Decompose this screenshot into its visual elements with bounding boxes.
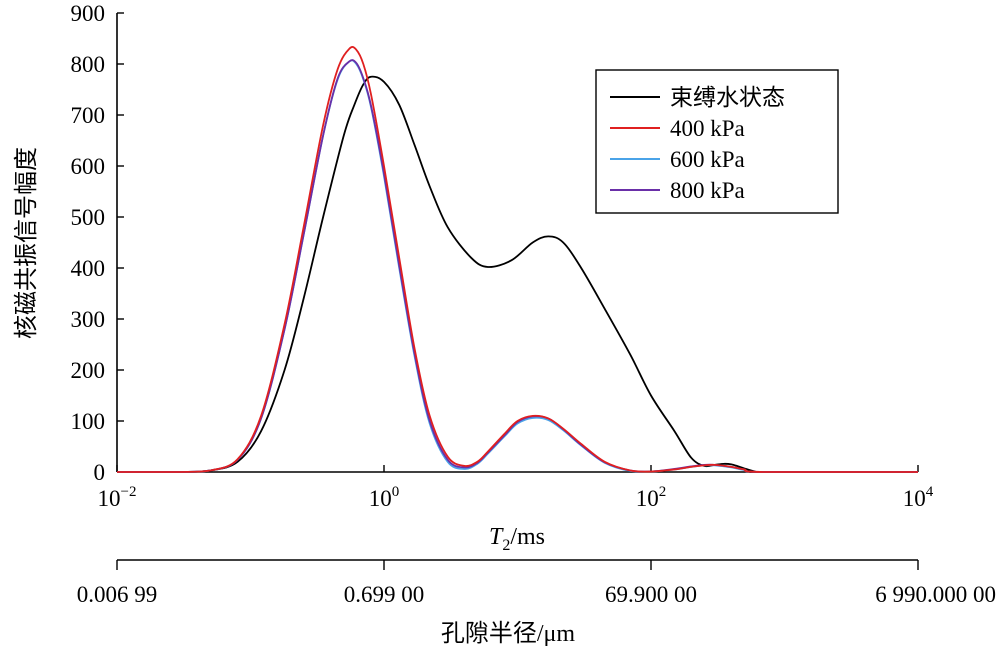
x-tick-base: 10	[369, 486, 392, 511]
y-tick-label: 400	[71, 256, 106, 281]
y-tick-label: 300	[71, 307, 106, 332]
x-tick-label: 10−2	[98, 484, 137, 511]
y-tick-label: 800	[71, 52, 106, 77]
series-line-0	[117, 75, 918, 473]
y-tick-label: 500	[71, 205, 106, 230]
y-tick-label: 100	[71, 409, 106, 434]
secondary-axis-tick-label: 0.006 99	[77, 582, 158, 607]
x-tick-base: 10	[98, 486, 121, 511]
secondary-axis-tick-label: 0.699 00	[344, 582, 425, 607]
series-line-1	[117, 46, 918, 473]
series-layer	[117, 46, 918, 473]
legend-label-1: 400 kPa	[670, 116, 745, 141]
secondary-axis-tick-label: 6 990.000 00	[875, 582, 996, 607]
y-tick-label: 600	[71, 154, 106, 179]
y-tick-label: 900	[71, 1, 106, 26]
x-tick-base: 10	[636, 486, 659, 511]
legend: 束缚水状态 400 kPa 600 kPa 800 kPa	[595, 69, 839, 214]
legend-label-3: 800 kPa	[670, 178, 745, 203]
legend-label-0: 束缚水状态	[670, 85, 785, 110]
x-title-unit: /ms	[510, 524, 545, 550]
x-title-symbol: T	[489, 524, 504, 550]
x-tick-label: 104	[903, 484, 934, 511]
y-tick-label: 200	[71, 358, 106, 383]
x-tick-base: 10	[903, 486, 926, 511]
x-tick-exponent: 0	[392, 484, 400, 500]
x-tick-label: 100	[369, 484, 400, 511]
x-tick-exponent: −2	[121, 484, 137, 500]
y-axis-title: 核磁共振信号幅度	[13, 147, 40, 339]
y-tick-label: 0	[94, 460, 106, 485]
legend-label-2: 600 kPa	[670, 147, 745, 172]
secondary-axis-title: 孔隙半径/μm	[441, 620, 576, 647]
x-tick-exponent: 2	[659, 484, 667, 500]
x-tick-exponent: 4	[926, 484, 934, 500]
y-tick-label: 700	[71, 103, 106, 128]
x-tick-label: 102	[636, 484, 667, 511]
x-axis-title: T2/ms	[489, 524, 545, 554]
x-title-subscript: 2	[502, 537, 510, 554]
secondary-axis-tick-label: 69.900 00	[605, 582, 697, 607]
